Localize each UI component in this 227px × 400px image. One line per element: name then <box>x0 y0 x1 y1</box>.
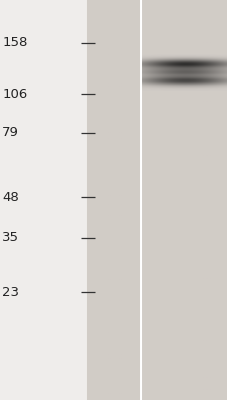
Text: 23: 23 <box>2 286 19 299</box>
Text: 158: 158 <box>2 36 27 49</box>
Text: 35: 35 <box>2 231 19 244</box>
Text: 106: 106 <box>2 88 27 101</box>
Text: 48: 48 <box>2 190 19 204</box>
Text: 79: 79 <box>2 126 19 139</box>
